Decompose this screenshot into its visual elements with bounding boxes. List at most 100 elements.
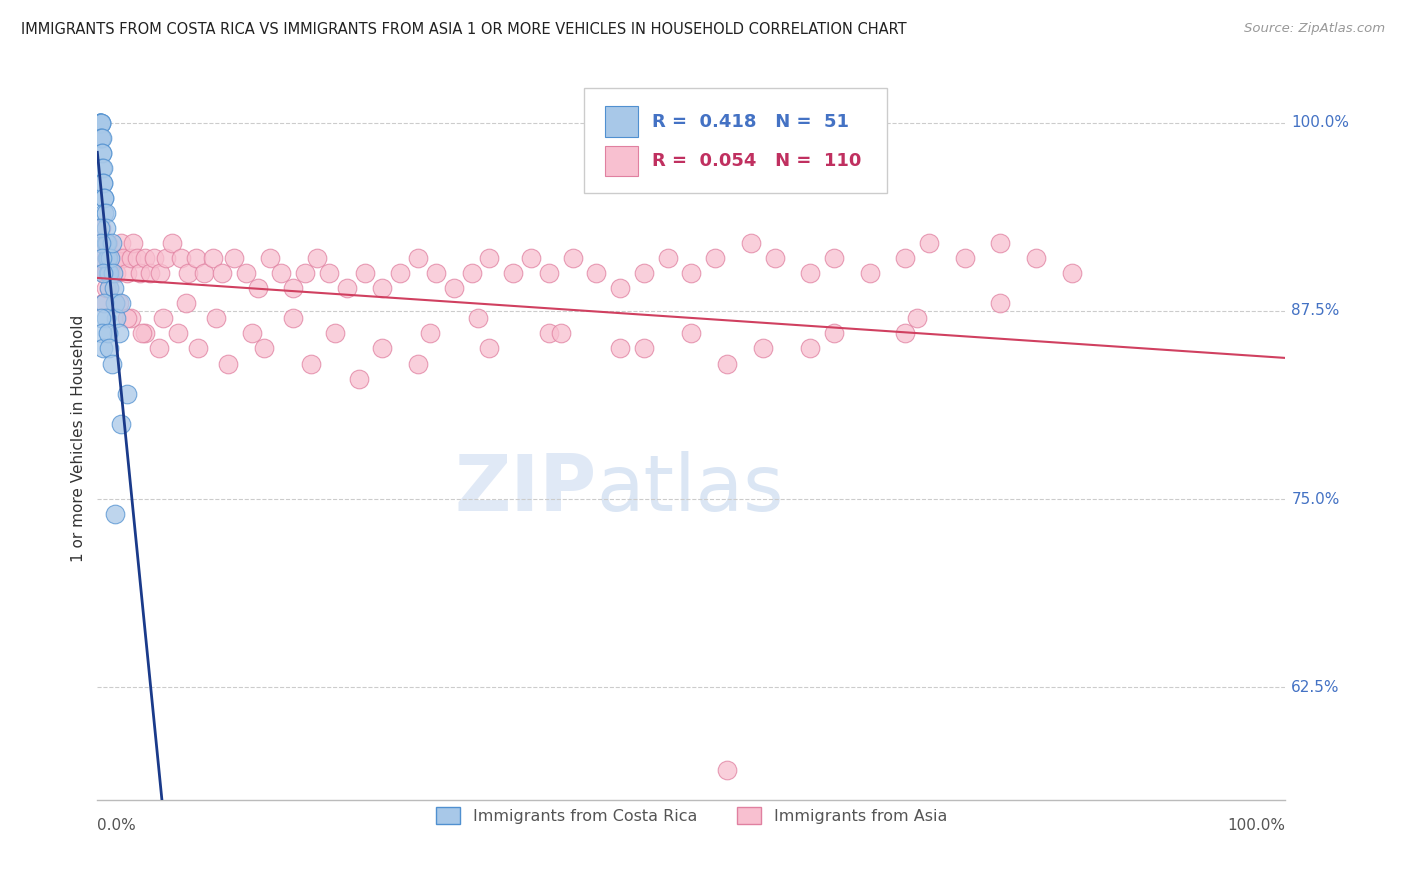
Point [371,342,394,356]
Point [90,311,112,326]
Point [193,266,215,280]
Point [91,326,114,341]
Point [100,266,122,280]
Point [125,251,148,265]
Point [905,311,928,326]
Point [97,236,120,251]
Point [110,417,132,431]
Point [107,296,129,310]
Point [120,251,142,265]
Text: 75.0%: 75.0% [1291,491,1340,507]
Text: R =  0.054   N =  110: R = 0.054 N = 110 [652,153,862,170]
Point [988,296,1011,310]
Point [138,266,160,280]
Point [585,266,607,280]
Point [307,251,329,265]
Point [283,311,305,326]
Point [460,266,482,280]
Point [283,281,305,295]
Point [160,236,183,251]
Point [894,326,917,341]
Point [93,266,115,280]
Point [134,251,156,265]
Point [953,251,976,265]
Point [609,281,631,295]
Point [240,326,263,341]
Point [96,236,118,251]
Point [90,130,112,145]
Point [100,236,122,251]
Point [425,266,447,280]
Point [799,266,821,280]
Point [149,266,172,280]
Point [104,296,127,310]
Point [259,251,281,265]
Point [918,236,941,251]
Point [716,763,738,777]
Point [93,191,115,205]
Point [94,221,117,235]
Point [91,251,114,265]
Point [110,296,132,310]
Point [90,115,112,129]
Point [91,161,114,175]
Point [89,115,111,129]
Point [91,296,114,310]
Text: 62.5%: 62.5% [1291,680,1340,695]
Legend: Immigrants from Costa Rica, Immigrants from Asia: Immigrants from Costa Rica, Immigrants f… [427,799,955,832]
Point [104,296,127,310]
Point [115,386,138,401]
Point [122,236,145,251]
Point [89,221,111,235]
Point [89,115,111,129]
Point [91,176,114,190]
Point [184,251,207,265]
Point [406,251,429,265]
Text: IMMIGRANTS FROM COSTA RICA VS IMMIGRANTS FROM ASIA 1 OR MORE VEHICLES IN HOUSEHO: IMMIGRANTS FROM COSTA RICA VS IMMIGRANTS… [21,22,907,37]
Point [131,326,153,341]
Point [1060,266,1083,280]
Point [537,266,560,280]
Text: R =  0.418   N =  51: R = 0.418 N = 51 [652,112,849,130]
Point [143,251,166,265]
Point [91,251,114,265]
Point [90,236,112,251]
Point [91,161,114,175]
Point [657,251,679,265]
Point [419,326,441,341]
Point [235,266,257,280]
Point [681,266,703,280]
Point [94,236,117,251]
Point [91,266,114,280]
Point [211,266,233,280]
Point [115,311,138,326]
Text: atlas: atlas [596,451,783,527]
Point [751,342,773,356]
Point [107,251,129,265]
Point [201,251,224,265]
Point [120,311,142,326]
Text: Source: ZipAtlas.com: Source: ZipAtlas.com [1244,22,1385,36]
Point [681,326,703,341]
Point [467,311,489,326]
Point [894,251,917,265]
Point [740,236,762,251]
Point [100,357,122,371]
Point [91,342,114,356]
Point [167,326,190,341]
Point [103,251,125,265]
Point [98,266,121,280]
Point [91,236,114,251]
Point [90,221,112,235]
Point [110,236,132,251]
Point [389,266,412,280]
Point [217,357,239,371]
Point [609,342,631,356]
Point [633,342,655,356]
Point [91,130,114,145]
Point [823,251,845,265]
Point [502,266,524,280]
Point [520,251,543,265]
Point [633,266,655,280]
Point [299,357,322,371]
